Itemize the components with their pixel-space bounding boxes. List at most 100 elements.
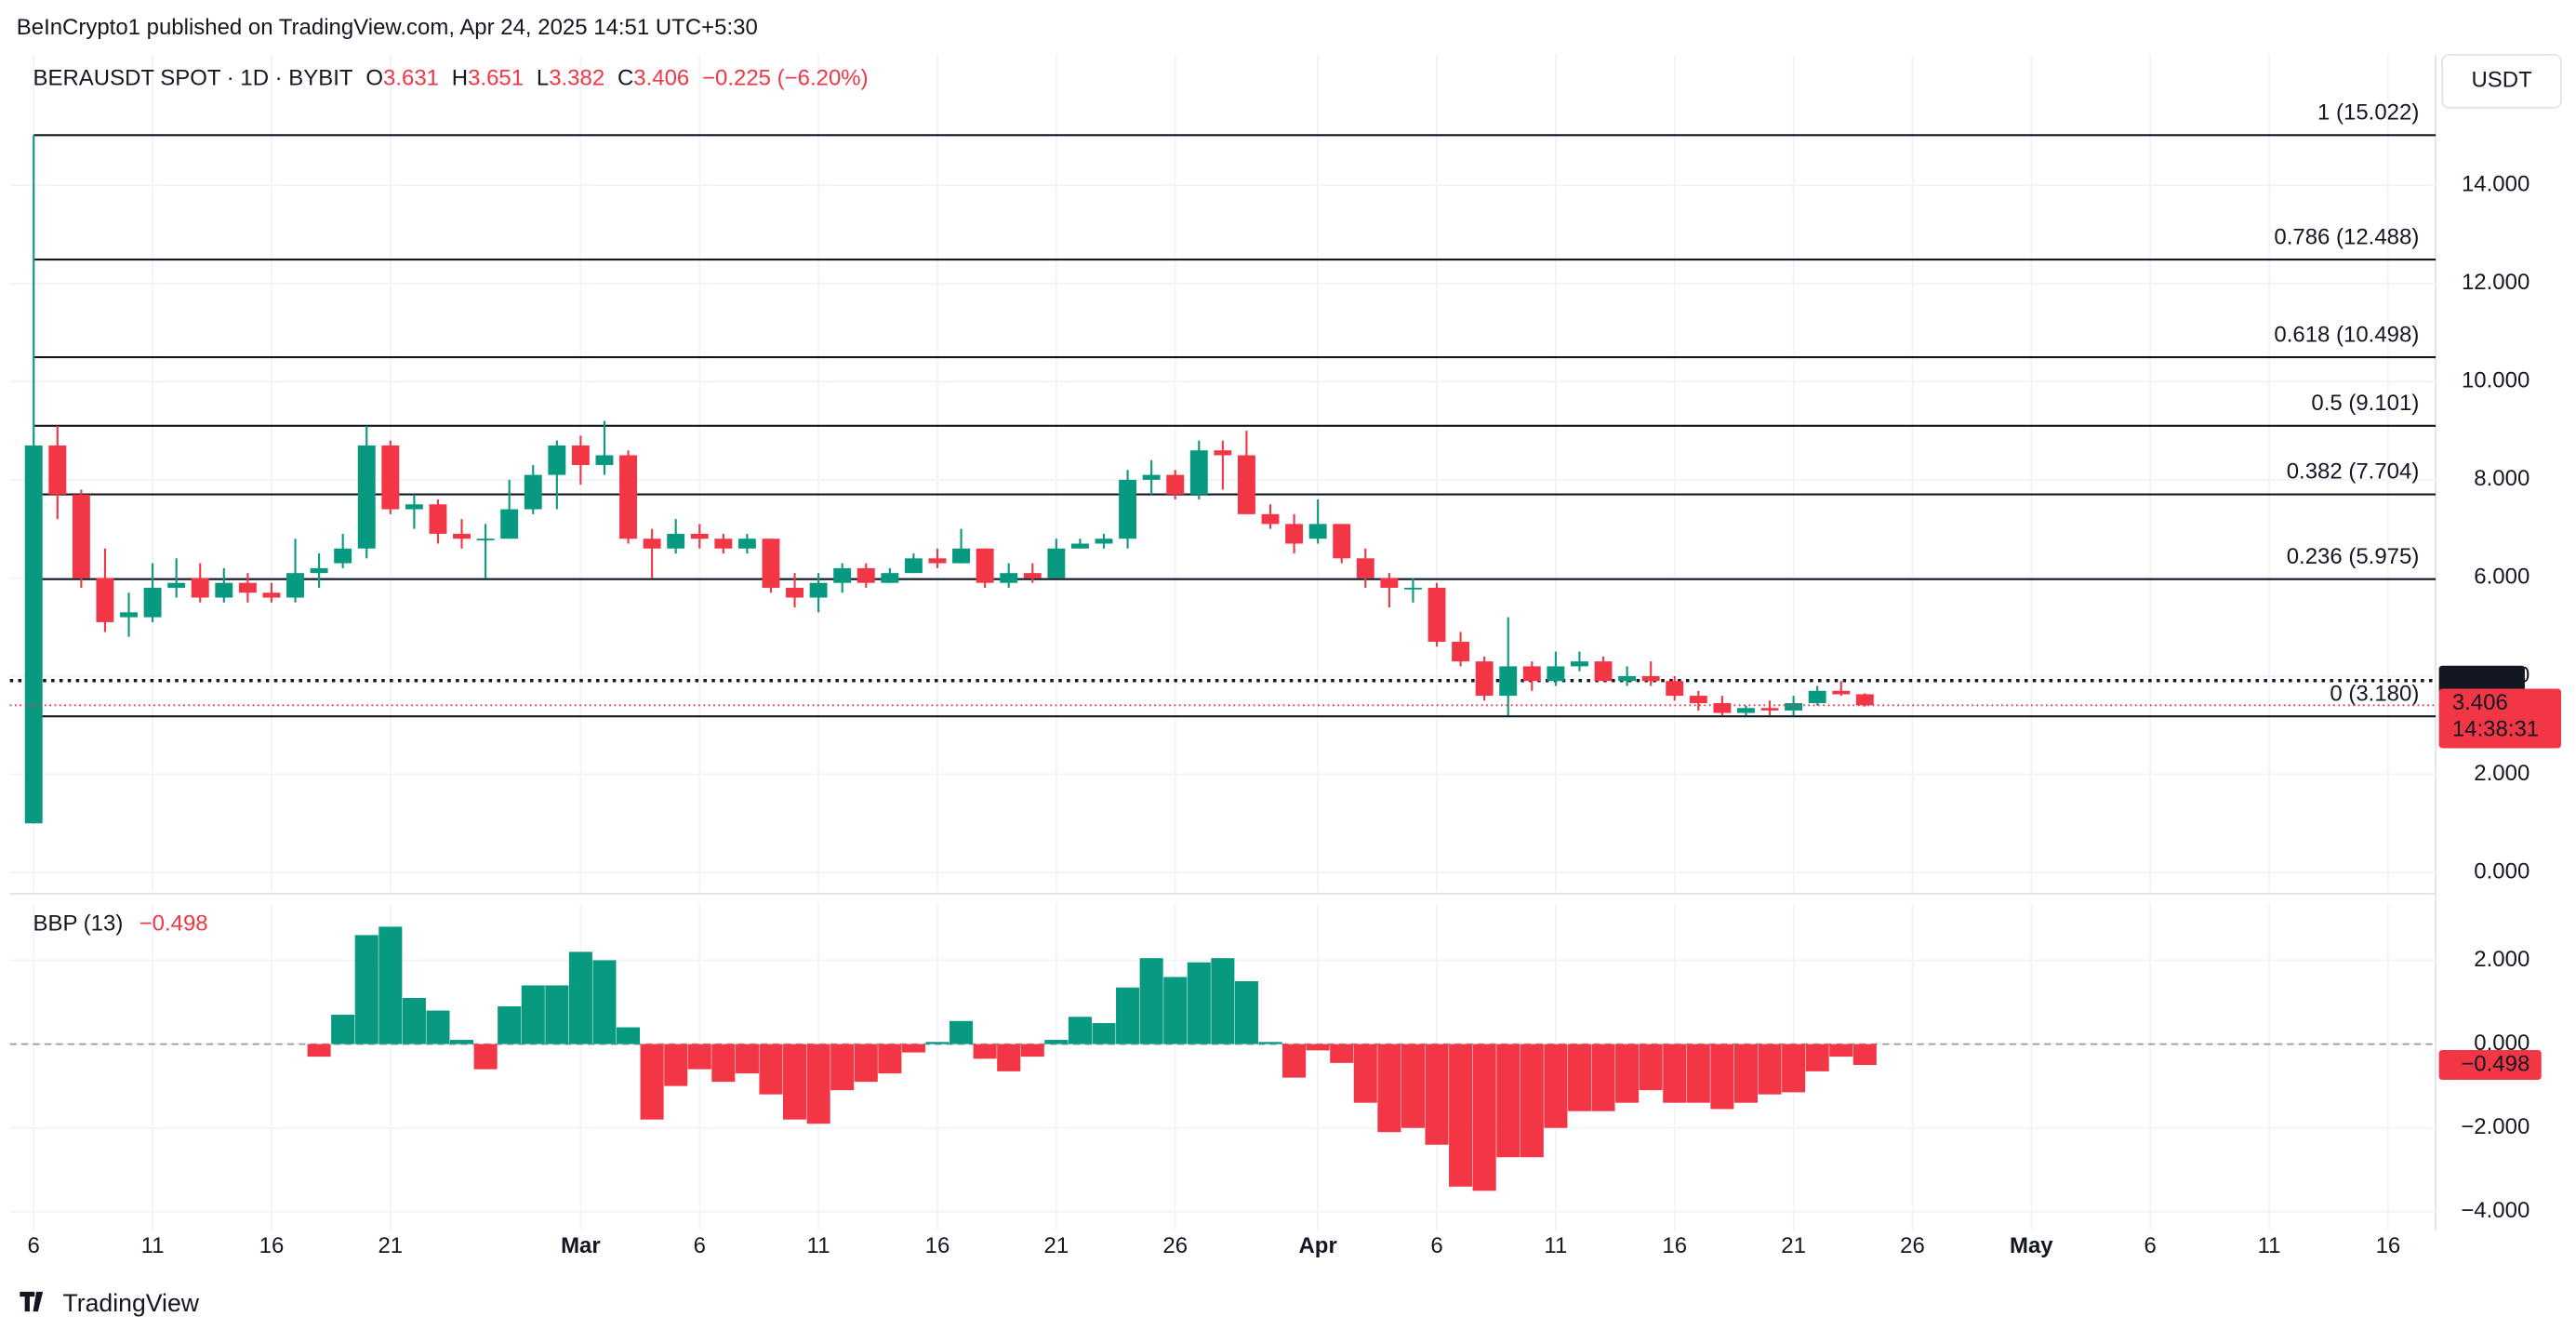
indicator-legend: BBP (13) −0.498 <box>33 911 208 937</box>
candle-body <box>976 548 994 583</box>
bbp-bar <box>1234 980 1258 1044</box>
indicator-tag-label: −0.498 <box>2461 1051 2530 1076</box>
price-tag <box>2438 688 2562 749</box>
bbp-bar <box>735 1044 759 1074</box>
bbp-bar <box>1567 1044 1591 1111</box>
y-tick-label: 0.000 <box>2474 858 2530 884</box>
candle-body <box>737 539 756 549</box>
fib-label: 1 (15.022) <box>2317 100 2419 126</box>
bbp-bar <box>378 926 403 1044</box>
bbp-bar <box>925 1042 949 1044</box>
candle-body <box>1522 666 1541 682</box>
candle-body <box>334 548 352 564</box>
candle-body <box>1285 524 1304 544</box>
bbp-bar <box>592 960 617 1044</box>
bbp-bar <box>1116 987 1140 1044</box>
candle-body <box>1403 587 1422 590</box>
x-tick-label: 11 <box>141 1233 165 1258</box>
fib-label: 0.786 (12.488) <box>2274 224 2419 249</box>
axis-unit[interactable]: USDT <box>2471 68 2532 93</box>
candle-body <box>762 539 780 588</box>
candle-body <box>381 445 400 510</box>
candle-body <box>429 504 447 534</box>
candle-body <box>1499 666 1518 697</box>
candle-body <box>286 573 304 598</box>
candle-body <box>96 578 114 622</box>
x-tick-label: 21 <box>1781 1233 1806 1258</box>
x-tick-label: 11 <box>2258 1233 2281 1258</box>
candle-body <box>310 567 328 574</box>
price-tag-label: 3.406 <box>2452 690 2508 715</box>
bbp-bar <box>402 997 426 1044</box>
ohlc-value: 3.651 <box>468 66 524 91</box>
candle-body <box>904 558 923 574</box>
indicator-title: BBP (13) <box>33 911 124 937</box>
bbp-bar <box>1092 1023 1116 1044</box>
x-tick-label: 16 <box>2376 1233 2401 1258</box>
candle-body <box>786 587 804 598</box>
bbp-bar <box>854 1044 878 1083</box>
candle-body <box>405 504 423 510</box>
candle-body <box>1785 702 1803 711</box>
candle-body <box>1808 690 1826 703</box>
x-tick-label: 6 <box>28 1233 40 1258</box>
bbp-bar <box>664 1044 688 1086</box>
change: −0.225 (−6.20%) <box>702 66 869 91</box>
candle-body <box>595 455 614 466</box>
fib-label: 0 (3.180) <box>2330 681 2419 706</box>
candle-body <box>1261 513 1280 525</box>
candle-body <box>619 455 638 539</box>
bbp-bar <box>1377 1044 1401 1133</box>
candle-body <box>1618 675 1637 682</box>
bbp-bar <box>949 1020 974 1044</box>
bbp-bar <box>1520 1044 1544 1158</box>
x-tick-label: 6 <box>694 1233 706 1258</box>
x-tick-label: 6 <box>2144 1233 2157 1258</box>
candle-body <box>1641 675 1660 682</box>
bbp-bar <box>1639 1044 1663 1091</box>
bbp-bar <box>1615 1044 1640 1103</box>
bbp-bar <box>1710 1044 1734 1110</box>
bbp-bar <box>473 1044 498 1070</box>
candle-body <box>453 533 471 539</box>
symbol: BERAUSDT SPOT · 1D · BYBIT <box>33 66 353 91</box>
bbp-bar <box>1544 1044 1568 1128</box>
x-tick-label: 16 <box>925 1233 950 1258</box>
bbp-bar <box>973 1044 997 1059</box>
fib-label: 0.382 (7.704) <box>2287 459 2420 485</box>
bbp-bar <box>1187 962 1211 1044</box>
x-tick-label: 16 <box>1662 1233 1687 1258</box>
bbp-bar <box>1401 1044 1425 1128</box>
candle-body <box>1237 455 1255 514</box>
y-tick-label: 14.000 <box>2462 172 2530 197</box>
unit-button[interactable] <box>2441 54 2562 109</box>
bbp-bar <box>331 1015 355 1044</box>
bbp-bar <box>687 1044 711 1070</box>
candle-body <box>1832 690 1851 695</box>
candle-body <box>1214 450 1232 456</box>
bbp-bar <box>640 1044 664 1120</box>
candle-body <box>1475 661 1494 697</box>
bbp-bar <box>1686 1044 1710 1103</box>
bbp-bar <box>1591 1044 1615 1111</box>
candle-body <box>1166 474 1185 495</box>
indicator-value: −0.498 <box>139 911 208 937</box>
candle-body <box>1356 558 1374 579</box>
bbp-bar <box>1852 1044 1877 1066</box>
candle-body <box>120 612 138 618</box>
bbp-bar <box>1805 1044 1829 1071</box>
candle-body <box>215 582 233 598</box>
x-tick-label: Apr <box>1299 1233 1337 1258</box>
x-tick-label: 16 <box>259 1233 285 1258</box>
candle-body <box>262 592 281 598</box>
bbp-bar <box>1829 1044 1853 1057</box>
candle-body <box>1047 548 1066 579</box>
candle-body <box>500 509 519 539</box>
bbp-bar <box>545 985 569 1044</box>
candle-body <box>1000 573 1018 583</box>
y-tick-label: 12.000 <box>2462 270 2530 295</box>
candle-body <box>548 445 566 475</box>
candle-body <box>1380 578 1399 588</box>
